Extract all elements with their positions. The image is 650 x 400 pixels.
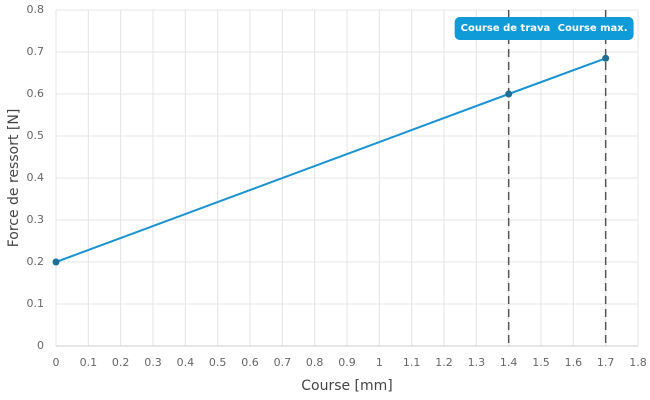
- x-tick-label: 1.1: [403, 356, 421, 369]
- line: [55, 57, 607, 263]
- x-tick-label: 1.3: [468, 356, 486, 369]
- x-tick-label: 1.5: [532, 356, 550, 369]
- y-tick-label: 0.7: [27, 45, 45, 58]
- x-axis-title: Course [mm]: [301, 378, 393, 394]
- y-tick-label: 0.2: [27, 255, 45, 268]
- x-tick-label: 0.4: [177, 356, 195, 369]
- data-point: [52, 258, 60, 266]
- annotation-label: Course de trava: [461, 23, 551, 34]
- x-tick-label: 0.2: [112, 356, 130, 369]
- annotation-box: [454, 17, 634, 40]
- y-tick-label: 0.3: [27, 213, 45, 226]
- x-tick-label: 0.6: [241, 356, 259, 369]
- x-tick-label: 0.3: [144, 356, 162, 369]
- x-tick-label: 1.7: [597, 356, 615, 369]
- y-tick-label: 0.4: [27, 171, 45, 184]
- y-tick-label: 0.1: [27, 297, 45, 310]
- x-tick-label: 1.6: [565, 356, 583, 369]
- y-tick-label: 0.5: [27, 129, 45, 142]
- x-tick-label: 1.8: [629, 356, 647, 369]
- x-tick-label: 0.1: [80, 356, 98, 369]
- x-tick-label: 0.8: [306, 356, 324, 369]
- data-point: [505, 90, 513, 98]
- x-tick-label: 0: [53, 356, 60, 369]
- x-tick-label: 0.9: [338, 356, 356, 369]
- annotation-label: Course max.: [558, 23, 628, 34]
- y-tick-label: 0: [37, 339, 44, 352]
- data-point: [602, 54, 610, 62]
- x-tick-label: 1: [376, 356, 383, 369]
- x-tick-label: 1.2: [435, 356, 453, 369]
- y-axis-title: Force de ressort [N]: [6, 109, 22, 248]
- x-tick-label: 1.4: [500, 356, 518, 369]
- x-tick-label: 0.7: [274, 356, 292, 369]
- y-tick-label: 0.6: [27, 87, 45, 100]
- y-tick-label: 0.8: [27, 3, 45, 16]
- x-tick-label: 0.5: [209, 356, 227, 369]
